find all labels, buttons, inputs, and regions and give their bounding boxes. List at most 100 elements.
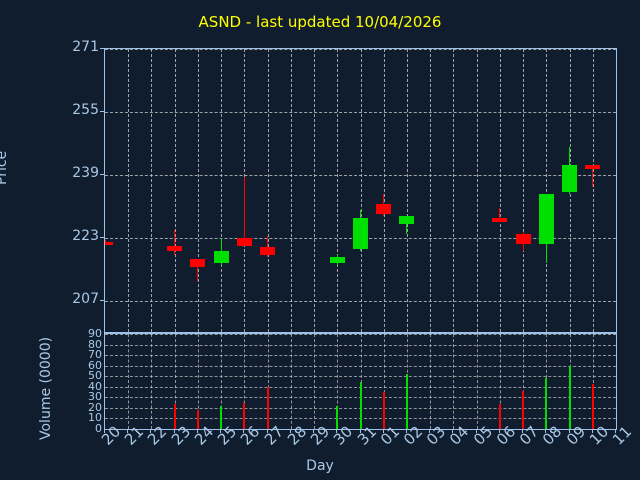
day-tick-mark <box>452 429 454 433</box>
candlestick <box>105 49 616 332</box>
price-gridline-v <box>174 49 176 332</box>
volume-bar <box>568 365 571 429</box>
candle-wick <box>105 240 106 243</box>
volume-bar <box>336 405 339 429</box>
volume-bar <box>382 392 385 429</box>
volume-gridline-v <box>267 334 269 429</box>
candle-body <box>329 257 345 264</box>
volume-bar <box>220 405 223 429</box>
day-tick-mark <box>173 429 175 433</box>
volume-tick-label: 80 <box>88 337 102 351</box>
volume-gridline-v <box>476 334 478 429</box>
candle-wick <box>499 208 501 222</box>
candlestick <box>105 49 616 332</box>
price-gridline-v <box>546 49 548 332</box>
candlestick <box>105 49 616 332</box>
price-gridline-v <box>360 49 362 332</box>
price-gridline-h <box>105 111 616 113</box>
price-tick-label: 255 <box>72 101 99 118</box>
price-gridline-v <box>197 49 199 332</box>
candle-body <box>236 237 252 246</box>
price-plot-area <box>104 48 617 333</box>
candle-body <box>353 218 368 250</box>
volume-gridline-v <box>151 334 153 429</box>
volume-bar <box>173 403 176 429</box>
day-tick-mark <box>313 429 315 433</box>
candlestick <box>105 49 616 332</box>
volume-gridline-v <box>430 334 432 429</box>
candle-wick <box>592 164 594 187</box>
price-gridline-v <box>337 49 339 332</box>
volume-gridline-v <box>244 334 246 429</box>
volume-gridline-h <box>105 376 616 378</box>
price-gridline-v <box>151 49 153 332</box>
volume-gridline-v <box>128 334 130 429</box>
candle-body <box>538 194 554 244</box>
volume-gridline-v <box>337 334 339 429</box>
volume-gridline-v <box>174 334 176 429</box>
day-tick-mark <box>615 429 616 433</box>
volume-gridline-h <box>105 355 616 357</box>
price-tick-mark <box>100 48 104 49</box>
price-gridline-v <box>314 49 316 332</box>
day-tick-mark <box>498 429 500 433</box>
price-gridline-v <box>523 49 525 332</box>
volume-plot-area <box>104 333 617 430</box>
candle-body <box>190 259 206 268</box>
volume-axis-ticks: 90 80 70 60 50 40 30 20 10 0 <box>60 0 102 480</box>
candle-body <box>399 216 415 224</box>
price-axis-title: Price <box>0 150 10 185</box>
volume-tick-label: 70 <box>88 348 102 362</box>
price-gridline-v <box>476 49 478 332</box>
price-tick-mark <box>100 173 104 175</box>
volume-gridline-v <box>314 334 316 429</box>
candle-wick <box>243 176 245 246</box>
candle-wick <box>197 259 199 281</box>
volume-bar <box>196 410 199 429</box>
day-tick-mark <box>336 429 338 433</box>
volume-bar <box>545 378 548 429</box>
day-axis-title: Day <box>306 458 334 474</box>
price-gridline-v <box>592 49 594 332</box>
candlestick <box>105 49 616 332</box>
candlestick <box>105 49 616 332</box>
volume-gridline-v <box>197 334 199 429</box>
volume-gridline-v <box>523 334 525 429</box>
volume-gridline-v <box>453 334 455 429</box>
volume-gridline-h <box>105 344 616 346</box>
volume-gridline-v <box>592 334 594 429</box>
candle-body <box>260 247 276 256</box>
day-tick-mark <box>359 429 361 433</box>
price-gridline-v <box>406 49 408 332</box>
day-tick-mark <box>405 429 407 433</box>
volume-gridline-v <box>383 334 385 429</box>
chart-title: ASND - last updated 10/04/2026 <box>198 13 442 31</box>
candle-wick <box>406 216 408 234</box>
volume-gridline-v <box>616 334 617 429</box>
price-gridline-h <box>105 174 616 176</box>
candlestick <box>105 49 616 332</box>
day-tick-mark <box>289 429 291 433</box>
volume-gridline-v <box>221 334 223 429</box>
volume-tick-label: 20 <box>88 400 102 414</box>
volume-tick-label: 50 <box>88 369 102 383</box>
day-tick-mark <box>127 429 129 433</box>
price-tick-label: 239 <box>72 164 99 181</box>
candlestick <box>105 49 616 332</box>
day-tick-mark <box>220 429 222 433</box>
volume-gridline-v <box>499 334 501 429</box>
volume-axis-title: Volume (0000) <box>38 336 54 440</box>
volume-bar <box>266 386 269 429</box>
volume-tick-label: 40 <box>88 379 102 393</box>
candle-body <box>213 251 229 264</box>
volume-bar <box>359 381 362 429</box>
volume-bar <box>405 374 408 429</box>
day-tick-mark <box>522 429 524 433</box>
price-gridline-v <box>244 49 246 332</box>
candle-wick <box>220 237 222 266</box>
candlestick <box>105 49 616 332</box>
day-tick-mark <box>591 429 593 433</box>
price-gridline-v <box>128 49 130 332</box>
candlestick <box>105 49 616 332</box>
candlestick <box>105 49 616 332</box>
